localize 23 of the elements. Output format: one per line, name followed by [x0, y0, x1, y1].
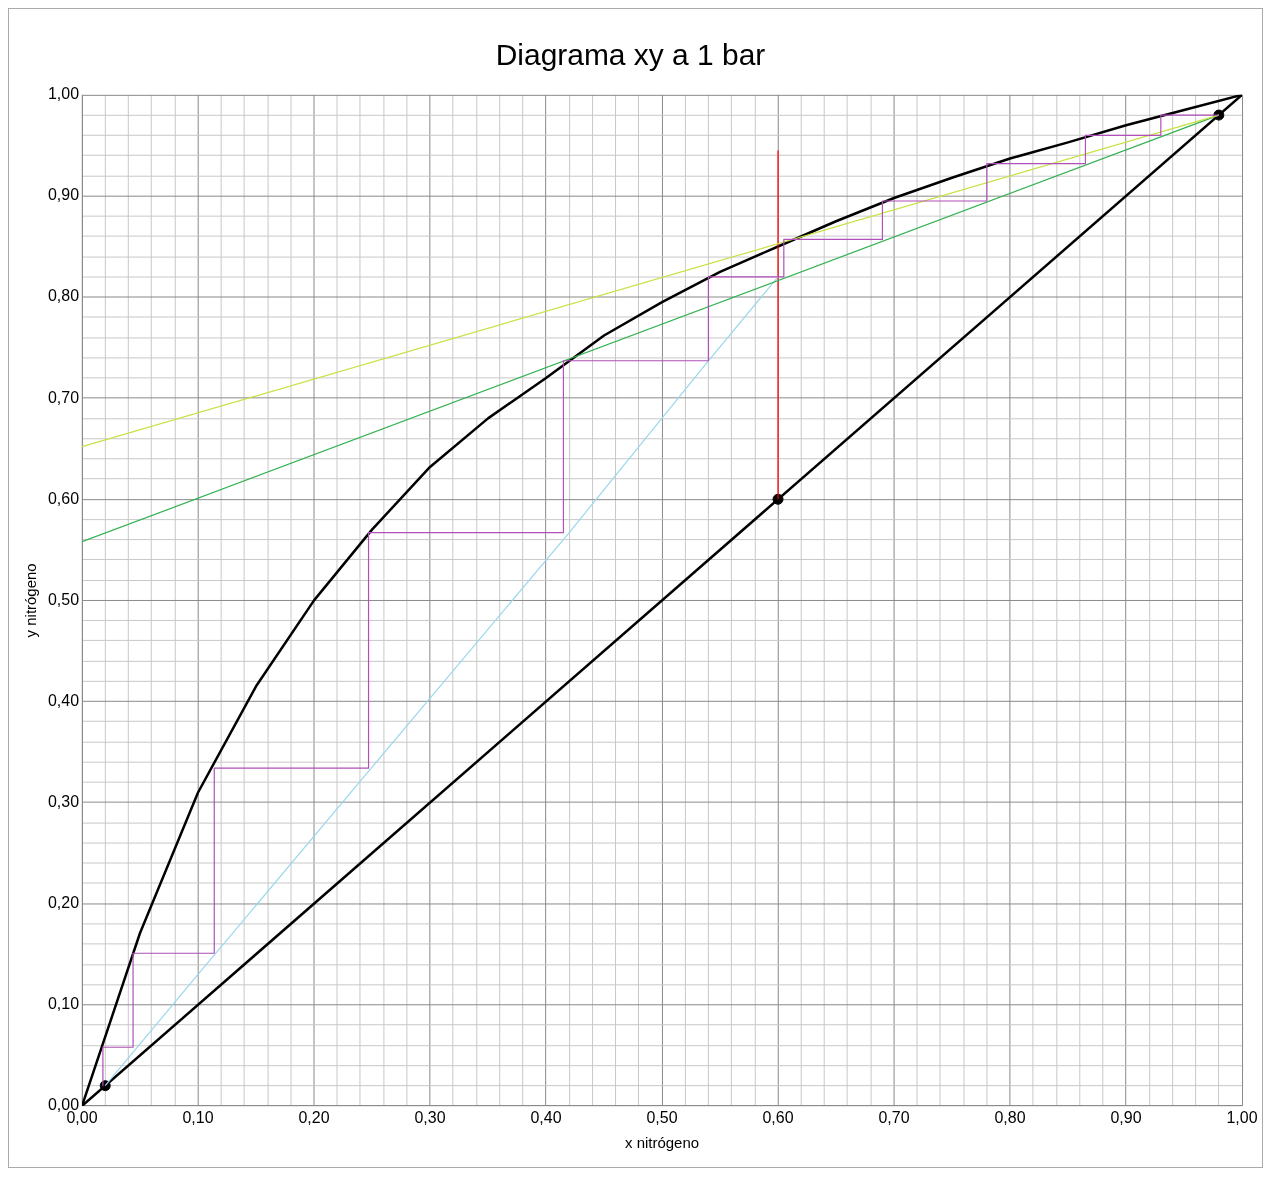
chart-title: Diagrama xy a 1 bar [495, 38, 766, 72]
x-tick-label: 0,80 [994, 1108, 1026, 1126]
x-tick-label: 0,90 [1110, 1108, 1142, 1126]
x-axis-title: x nitrógeno [624, 1134, 700, 1152]
y-tick-label: 0,50 [47, 590, 80, 608]
x-tick-label: 0,70 [878, 1108, 910, 1126]
y-tick-label: 0,90 [47, 186, 80, 204]
y-tick-label: 1,00 [47, 85, 80, 103]
y-tick-label: 0,80 [47, 287, 80, 305]
y-tick-label: 0,40 [47, 691, 80, 709]
x-tick-label: 0,30 [414, 1108, 446, 1126]
x-tick-label: 0,40 [530, 1108, 562, 1126]
y-axis-title: y nitrógeno [22, 563, 40, 638]
y-tick-label: 0,70 [47, 388, 80, 406]
y-tick-label: 0,20 [47, 894, 80, 912]
x-tick-label: 0,20 [298, 1108, 330, 1126]
x-tick-label: 0,60 [762, 1108, 794, 1126]
x-tick-label: 0,50 [646, 1108, 678, 1126]
y-tick-label: 0,30 [47, 792, 80, 810]
x-tick-label: 0,10 [182, 1108, 214, 1126]
x-tick-label: 1,00 [1226, 1108, 1258, 1126]
y-tick-label: 0,10 [47, 995, 80, 1013]
y-tick-label: 0,60 [47, 489, 80, 507]
